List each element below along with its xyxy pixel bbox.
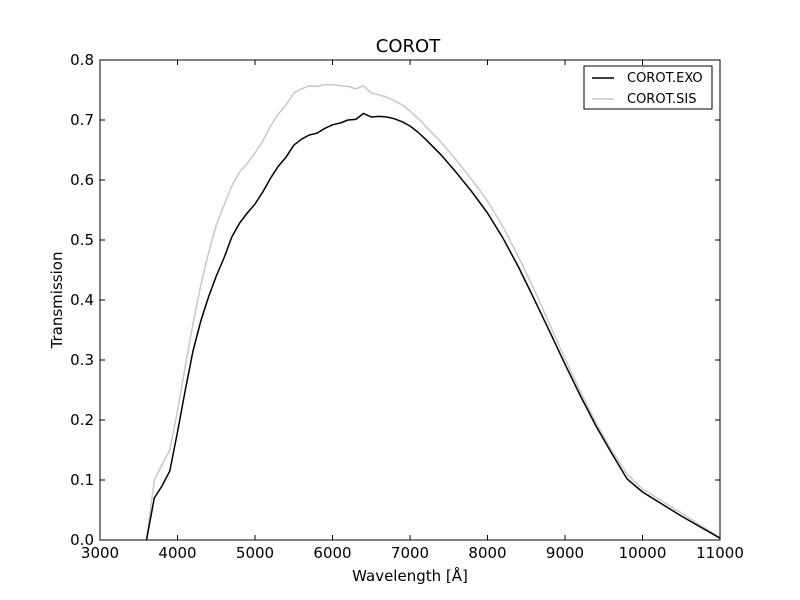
x-tick-label: 8000 (468, 544, 506, 562)
y-tick-label: 0.1 (70, 471, 94, 489)
x-tick-label: 11000 (696, 544, 744, 562)
y-tick-label: 0.2 (70, 411, 94, 429)
y-tick-label: 0.0 (70, 531, 94, 549)
x-tick-label: 5000 (236, 544, 274, 562)
chart-title: COROT (376, 36, 441, 57)
y-axis-ticks: 0.0 0.1 0.2 0.3 0.4 0.5 0.6 0.7 0.8 (70, 51, 720, 549)
x-tick-label: 7000 (391, 544, 429, 562)
series-layer (145, 83, 721, 541)
y-tick-label: 0.8 (70, 51, 94, 69)
x-tick-label: 9000 (546, 544, 584, 562)
series-line-corot-exo (145, 112, 721, 541)
y-tick-label: 0.6 (70, 171, 94, 189)
x-axis-label: Wavelength [Å] (352, 566, 468, 585)
y-axis-label: Transmission (48, 252, 66, 350)
legend: COROT.EXO COROT.SIS (583, 65, 713, 110)
x-tick-label: 10000 (619, 544, 667, 562)
legend-label-corot-exo: COROT.EXO (627, 71, 703, 86)
y-tick-label: 0.5 (70, 231, 94, 249)
plot-background (100, 60, 720, 540)
y-tick-label: 0.4 (70, 291, 94, 309)
x-tick-label: 6000 (313, 544, 351, 562)
legend-label-corot-sis: COROT.SIS (627, 92, 696, 107)
series-line-corot-sis (145, 83, 721, 541)
x-axis-ticks: 3000 4000 5000 6000 7000 8000 9000 10000 11000 (81, 60, 744, 562)
plot-frame (99, 59, 721, 541)
x-tick-label: 3000 (81, 544, 119, 562)
x-tick-label: 4000 (158, 544, 196, 562)
legend-box (583, 65, 713, 110)
plot-area: 3000 4000 5000 6000 7000 8000 9000 10000 11000 0… (70, 51, 744, 562)
y-tick-label: 0.3 (70, 351, 94, 369)
y-tick-label: 0.7 (70, 111, 94, 129)
